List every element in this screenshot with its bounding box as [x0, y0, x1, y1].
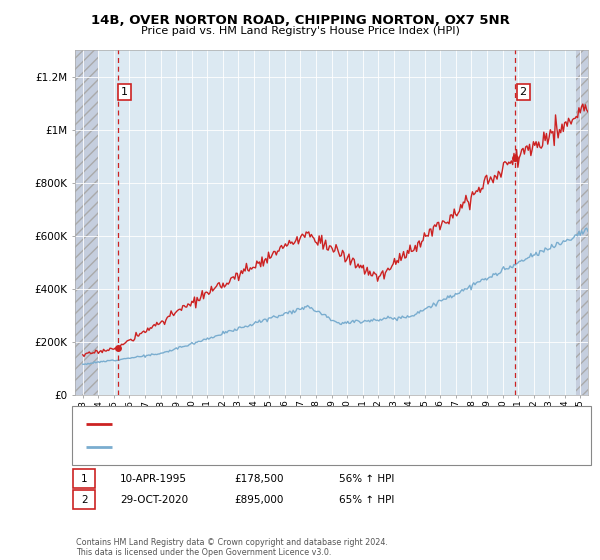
- Bar: [75, 50, 98, 395]
- Text: Contains HM Land Registry data © Crown copyright and database right 2024.
This d: Contains HM Land Registry data © Crown c…: [76, 538, 388, 557]
- Text: 14B, OVER NORTON ROAD, CHIPPING NORTON, OX7 5NR: 14B, OVER NORTON ROAD, CHIPPING NORTON, …: [91, 14, 509, 27]
- Text: 56% ↑ HPI: 56% ↑ HPI: [339, 474, 394, 484]
- Text: 65% ↑ HPI: 65% ↑ HPI: [339, 494, 394, 505]
- Text: 2: 2: [81, 494, 88, 505]
- Text: £895,000: £895,000: [234, 494, 283, 505]
- Text: 14B, OVER NORTON ROAD, CHIPPING NORTON, OX7 5NR (detached house): 14B, OVER NORTON ROAD, CHIPPING NORTON, …: [116, 419, 482, 429]
- Text: Price paid vs. HM Land Registry's House Price Index (HPI): Price paid vs. HM Land Registry's House …: [140, 26, 460, 36]
- Text: 10-APR-1995: 10-APR-1995: [120, 474, 187, 484]
- Text: 1: 1: [121, 87, 128, 97]
- Text: HPI: Average price, detached house, West Oxfordshire: HPI: Average price, detached house, West…: [116, 442, 380, 452]
- Text: £178,500: £178,500: [234, 474, 284, 484]
- Text: 2: 2: [520, 87, 527, 97]
- Bar: [575, 50, 596, 395]
- Text: 29-OCT-2020: 29-OCT-2020: [120, 494, 188, 505]
- Text: 1: 1: [81, 474, 88, 484]
